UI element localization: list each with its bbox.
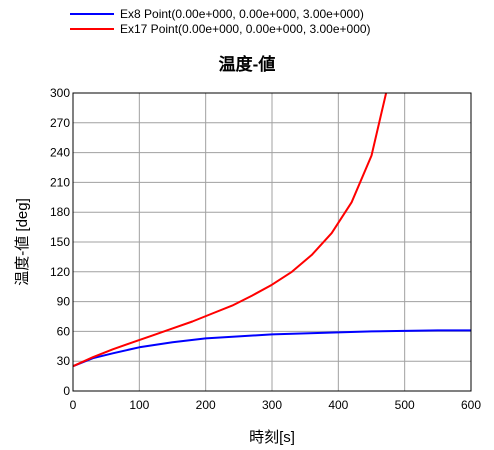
legend-swatch-ex17 [70, 27, 114, 30]
x-tick-label: 600 [461, 398, 481, 412]
y-axis-label: 温度-値 [deg] [14, 198, 31, 286]
series-lines [72, 92, 471, 368]
legend-item-ex8: Ex8 Point(0.00e+000, 0.00e+000, 3.00e+00… [70, 6, 371, 21]
y-tick-label: 120 [50, 265, 70, 279]
x-tick-label: 200 [196, 398, 216, 412]
series-line-ex8 [72, 329, 471, 368]
y-tick-label: 180 [50, 205, 70, 219]
legend-label-ex17: Ex17 Point(0.00e+000, 0.00e+000, 3.00e+0… [120, 21, 371, 36]
y-tick-label: 150 [50, 235, 70, 249]
series-line-ex17 [72, 92, 388, 368]
y-tick-label: 30 [57, 354, 71, 368]
y-tick-label: 0 [63, 384, 70, 398]
x-tick-label: 300 [262, 398, 282, 412]
x-axis-label: 時刻[s] [249, 429, 295, 446]
x-tick-label: 400 [328, 398, 348, 412]
grid-lines [73, 93, 471, 391]
y-tick-label: 300 [50, 86, 70, 100]
legend-item-ex17: Ex17 Point(0.00e+000, 0.00e+000, 3.00e+0… [70, 21, 371, 36]
y-tick-label: 270 [50, 116, 70, 130]
chart-title: 温度-値 [218, 55, 276, 74]
y-tick-label: 240 [50, 146, 70, 160]
legend-swatch-ex8 [70, 12, 114, 15]
legend: Ex8 Point(0.00e+000, 0.00e+000, 3.00e+00… [70, 6, 371, 36]
y-tick-label: 210 [50, 175, 70, 189]
y-tick-label: 90 [57, 295, 71, 309]
plot-border [72, 92, 472, 392]
tick-labels: 0 100 200 300 400 500 600 0 30 60 90 120 150 180 210 24… [50, 86, 481, 412]
legend-label-ex8: Ex8 Point(0.00e+000, 0.00e+000, 3.00e+00… [120, 6, 364, 21]
y-tick-label: 60 [57, 324, 71, 338]
x-tick-label: 100 [129, 398, 149, 412]
x-tick-label: 0 [70, 398, 77, 412]
x-tick-label: 500 [395, 398, 415, 412]
